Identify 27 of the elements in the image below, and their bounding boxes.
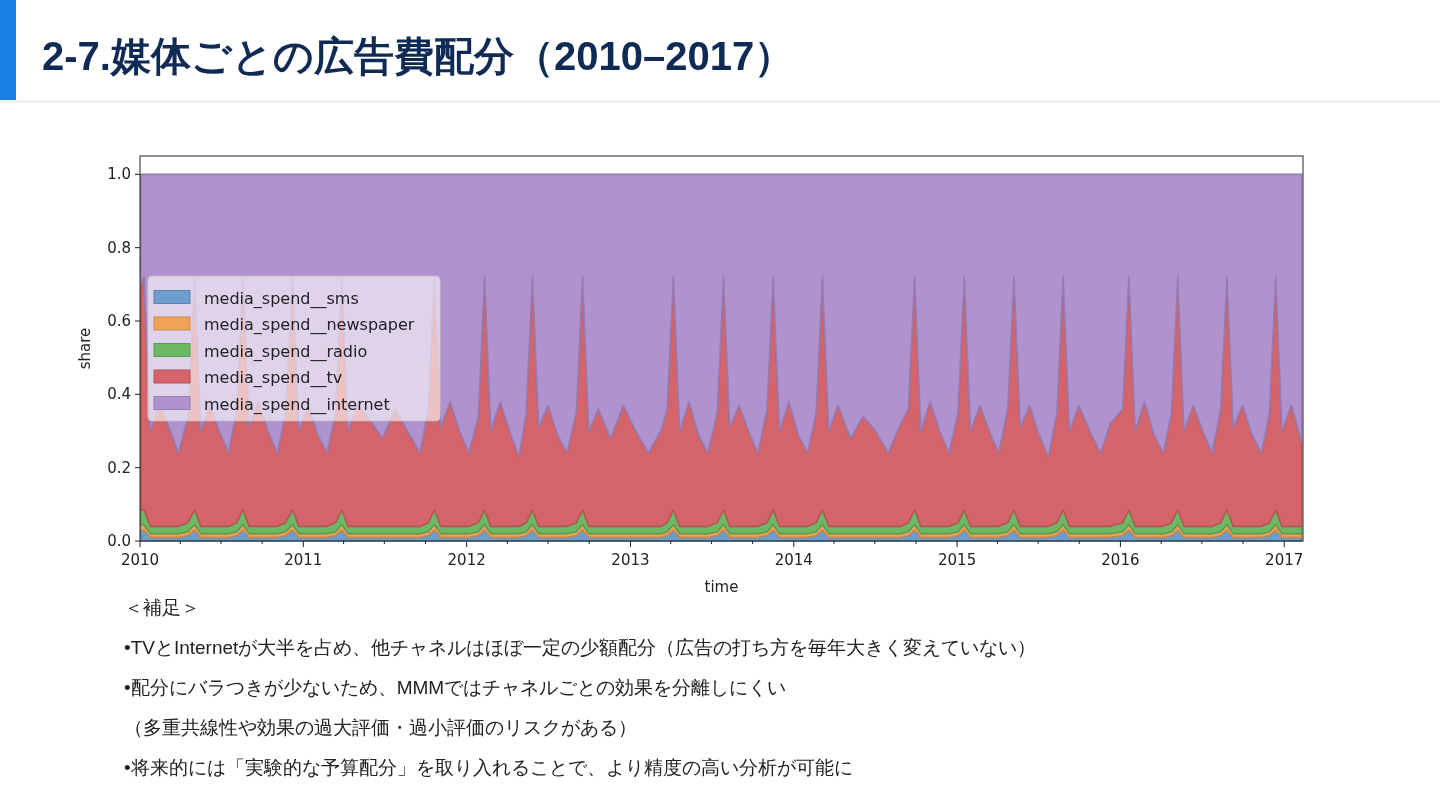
x-tick-label: 2015 xyxy=(938,551,977,569)
x-tick-label: 2013 xyxy=(611,551,650,569)
y-tick-label: 0.0 xyxy=(107,532,131,550)
legend-label: media_spend__newspaper xyxy=(204,315,415,335)
series-label: media_spend__internet xyxy=(204,394,390,415)
y-tick-label: 0.6 xyxy=(107,312,131,330)
x-tick-label: 2012 xyxy=(447,551,486,569)
legend-label: media_spend__tv xyxy=(204,368,343,388)
text: ＜補足＞ xyxy=(124,597,200,618)
legend-label: media_spend__sms xyxy=(204,288,359,309)
text: •将来的には「実験的な予算配分」を取り入れることで、より精度の高い分析が可能に xyxy=(124,757,853,778)
y-tick-label: 0.2 xyxy=(107,458,131,477)
y-axis-title: share xyxy=(76,327,94,370)
x-tick-label: 2014 xyxy=(774,551,813,569)
x-tick-label: 2016 xyxy=(1101,551,1140,569)
x-tick-label: 2011 xyxy=(284,551,323,569)
text: （多重共線性や効果の過大評価・過小評価のリスクがある） xyxy=(124,717,637,738)
y-tick-label: 0.8 xyxy=(107,238,131,257)
y-tick-label: 1.0 xyxy=(107,165,131,184)
x-tick-label: 2017 xyxy=(1265,551,1304,569)
x-tick-label: 2010 xyxy=(120,551,160,569)
text: •配分にバラつきが少ないため、MMMではチャネルごとの効果を分離しにくい xyxy=(124,677,787,698)
text: •TVとInternetが大半を占め、他チャネルはほぼ一定の少額配分（広告の打ち方を毎年大きく変えていない） xyxy=(124,637,1037,658)
chart-title: 2-7.媒体ごとの広告費配分（2010–2017） xyxy=(42,34,795,78)
y-tick-label: 0.4 xyxy=(107,385,131,404)
legend-label: media_spend__radio xyxy=(204,341,368,362)
x-axis-title: time xyxy=(704,578,739,596)
